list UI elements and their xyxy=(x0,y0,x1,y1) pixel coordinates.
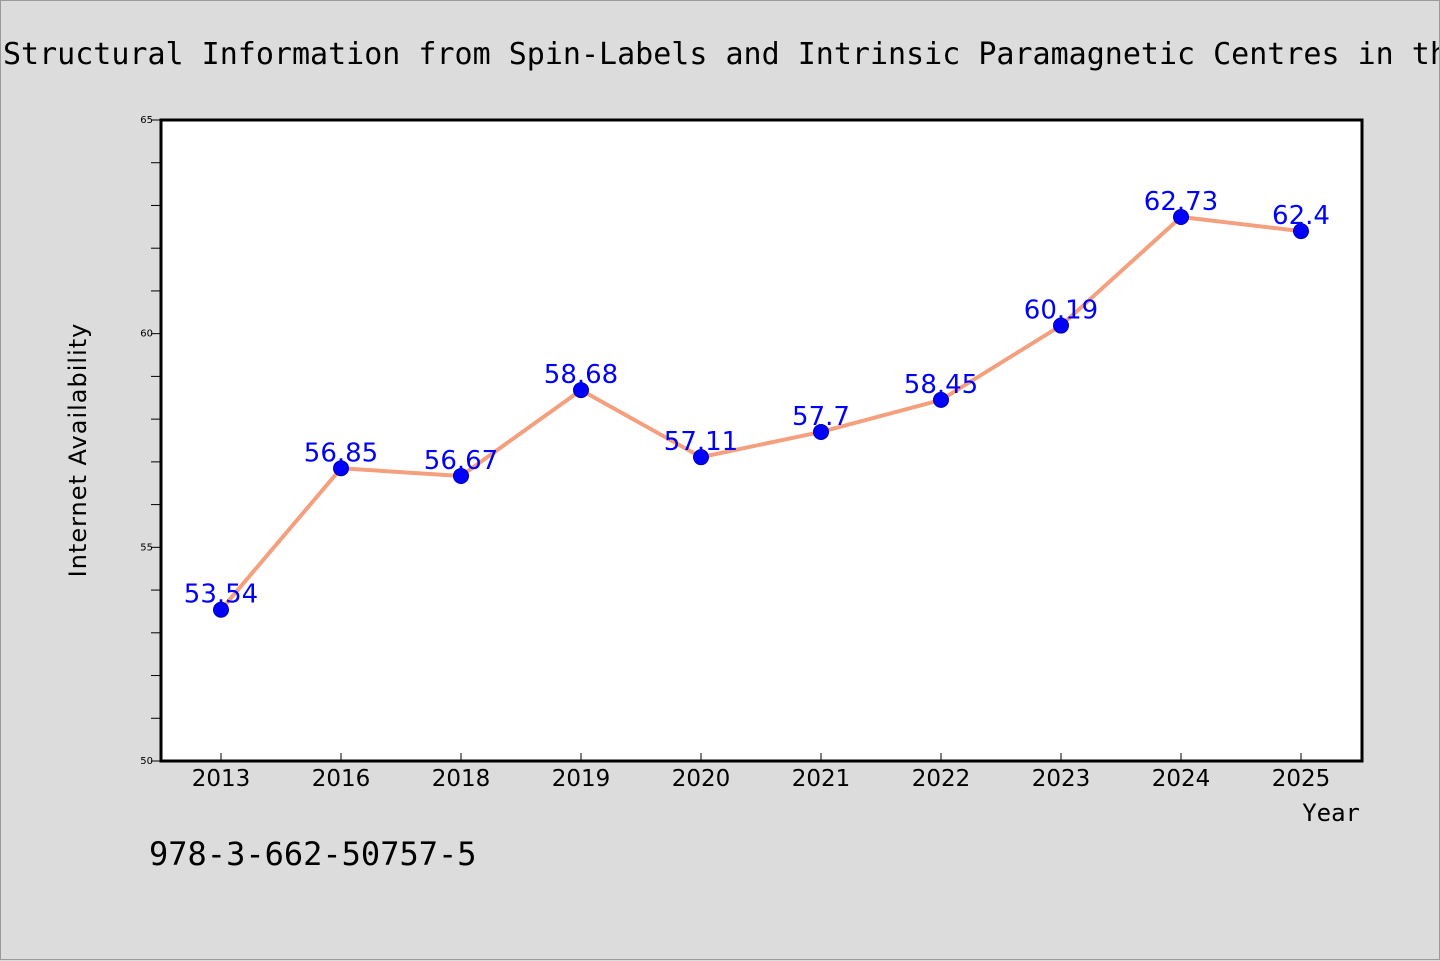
y-tick-label: 50 xyxy=(140,756,153,767)
isbn-footer: 978-3-662-50757-5 xyxy=(149,835,477,873)
y-major-ticks: 50 55 60 65 xyxy=(140,115,161,767)
data-point xyxy=(1173,209,1189,226)
x-tick-label: 2018 xyxy=(432,766,491,792)
data-label: 60.19 xyxy=(1024,296,1098,326)
x-tick-label: 2013 xyxy=(192,766,251,792)
x-tick-label: 2021 xyxy=(792,766,851,792)
x-tick-label: 2025 xyxy=(1272,766,1331,792)
x-tick-label: 2022 xyxy=(912,766,971,792)
x-axis-label: Year xyxy=(1302,799,1360,827)
data-point xyxy=(693,449,709,466)
data-point xyxy=(213,601,229,618)
data-point xyxy=(573,382,589,399)
data-point xyxy=(933,391,949,408)
data-label: 62.73 xyxy=(1144,187,1218,217)
x-tick-label: 2024 xyxy=(1152,766,1211,792)
data-label: 57.11 xyxy=(664,427,738,457)
x-tick-label: 2020 xyxy=(672,766,731,792)
data-label: 58.45 xyxy=(904,370,978,400)
x-tick-label: 2019 xyxy=(552,766,611,792)
plot-area xyxy=(159,118,1364,763)
data-label: 56.67 xyxy=(424,446,498,476)
data-label: 57.7 xyxy=(792,402,850,432)
y-tick-label: 65 xyxy=(140,115,153,126)
y-tick-label: 60 xyxy=(140,329,153,340)
data-label: 62.4 xyxy=(1272,201,1330,231)
data-label: 56.85 xyxy=(304,438,378,468)
data-point xyxy=(1293,223,1309,240)
data-label: 53.54 xyxy=(184,580,258,610)
x-ticks: 2013 2016 2018 2019 2020 2021 2022 2023 2024 2025 xyxy=(192,753,1331,792)
x-tick-label: 2023 xyxy=(1032,766,1091,792)
x-tick-label: 2016 xyxy=(312,766,371,792)
data-point xyxy=(453,467,469,484)
y-minor-ticks xyxy=(151,162,161,719)
y-tick-label: 55 xyxy=(140,542,153,553)
data-point xyxy=(813,423,829,440)
series-group: 53.54 56.85 56.67 58.68 57.11 57.7 58.45 60.19 6… xyxy=(184,187,1330,618)
series-line xyxy=(219,215,1302,612)
data-label: 58.68 xyxy=(544,360,618,390)
data-point xyxy=(1053,317,1069,334)
data-point xyxy=(333,460,349,477)
chart-title: Structural Information from Spin-Labels … xyxy=(3,37,1440,72)
y-axis-label: Internet Availability xyxy=(64,323,92,578)
